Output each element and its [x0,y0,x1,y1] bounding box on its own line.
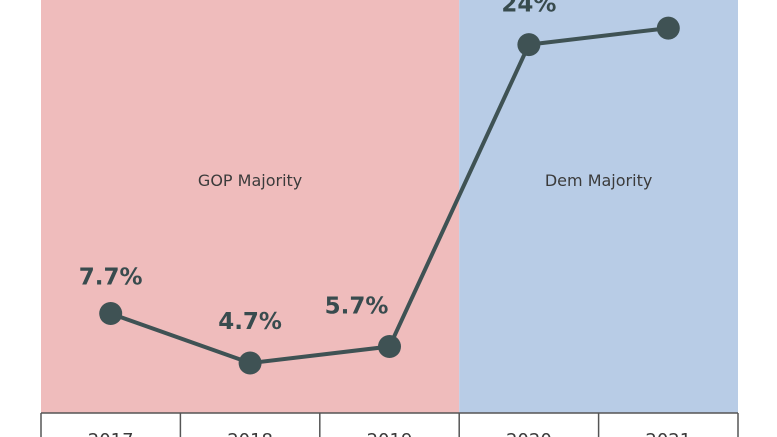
gop-majority-label: GOP Majority [198,171,302,190]
dem-majority-label: Dem Majority [545,171,652,190]
data-point [656,16,680,40]
data-label: 7.7% [79,265,143,291]
data-label: 24% [501,0,556,18]
line-series [99,16,680,375]
majority-regions: GOP Majority Dem Majority [41,0,738,413]
x-tick-label: 2017 [88,430,134,437]
x-tick-label: 2019 [367,430,413,437]
data-point [378,335,401,359]
year-table: 2017 2018 2019 2020 2021 [40,412,739,437]
x-tick-label: 2020 [506,430,552,437]
dem-majority-region [459,0,738,413]
data-label: 25% [618,0,673,1]
data-label: 4.7% [218,309,282,335]
x-tick-label: 2021 [645,430,691,437]
x-tick-label: 2018 [227,430,273,437]
data-labels: 7.7% 4.7% 5.7% 24% 25% [79,0,673,335]
data-point [517,33,541,57]
data-point [99,302,123,326]
data-label: 5.7% [325,294,389,320]
data-point [238,351,262,375]
